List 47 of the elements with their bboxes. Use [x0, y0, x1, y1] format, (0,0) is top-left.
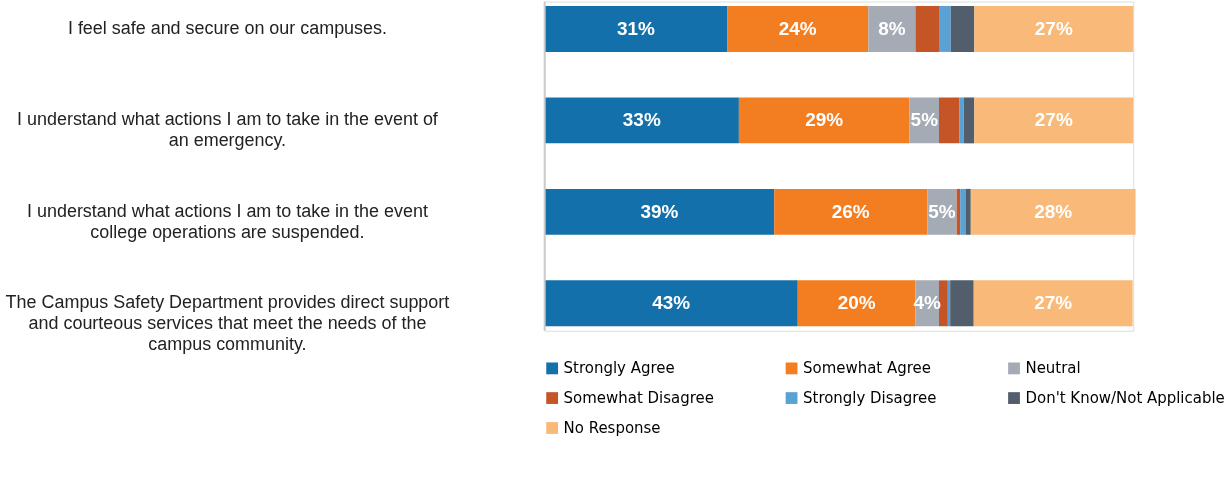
- bar: [939, 280, 948, 327]
- data-label: 5%: [910, 109, 939, 131]
- bar: [939, 97, 960, 144]
- bar: [950, 280, 974, 327]
- data-label: 27%: [1034, 17, 1073, 39]
- data-label: 8%: [878, 17, 906, 39]
- legend-label: Somewhat Disagree: [563, 389, 714, 408]
- data-label: 20%: [837, 292, 876, 314]
- bar: [950, 6, 975, 52]
- data-label: 31%: [616, 17, 655, 39]
- bar: [974, 97, 1134, 144]
- bar: [774, 188, 928, 235]
- bar: [544, 97, 739, 144]
- data-label: 26%: [831, 200, 870, 222]
- bar: [965, 188, 971, 235]
- data-label: 24%: [778, 17, 817, 39]
- data-label: 5%: [928, 200, 956, 222]
- bar: [959, 97, 964, 144]
- legend-label: No Response: [563, 418, 661, 437]
- data-label: 33%: [622, 109, 661, 131]
- legend-label: Neutral: [1025, 359, 1081, 378]
- data-label: 39%: [640, 200, 679, 222]
- data-label: 27%: [1034, 109, 1073, 131]
- bar: [960, 188, 966, 235]
- bar: [915, 6, 939, 52]
- y-tick-label: I feel safe and secure on our campuses.: [67, 17, 387, 38]
- legend-label: Don't Know/Not Applicable: [1025, 389, 1225, 408]
- legend-label: Strongly Disagree: [803, 389, 937, 408]
- data-label: 27%: [1034, 292, 1073, 314]
- bar: [544, 280, 798, 327]
- bar: [738, 97, 910, 144]
- bar: [727, 6, 869, 52]
- data-label: 29%: [805, 109, 844, 131]
- legend-label: Somewhat Agree: [803, 359, 931, 378]
- bar: [544, 188, 775, 235]
- y-tick-label: I understand what actions I am to take in the event of an emergency.: [17, 109, 439, 151]
- data-label: 28%: [1034, 200, 1073, 222]
- y-tick-label: The Campus Safety Department provides direct support and courteous services that meet the needs of the campus community.: [5, 292, 450, 355]
- bar: [544, 6, 728, 52]
- y-tick-label: I understand what actions I am to take in the event college operations are suspended.: [27, 200, 428, 242]
- bar: [939, 6, 951, 52]
- bar: [974, 6, 1134, 52]
- bar: [970, 188, 1136, 235]
- bar: [963, 97, 975, 144]
- legend-label: Strongly Agree: [563, 359, 675, 378]
- bar: [973, 280, 1133, 327]
- data-label: 43%: [652, 292, 691, 314]
